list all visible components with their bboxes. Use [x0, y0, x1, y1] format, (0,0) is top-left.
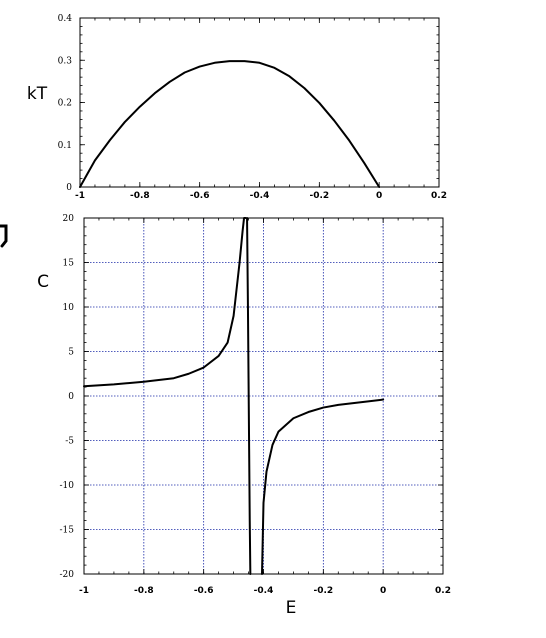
kt-chart-x-tick-label: -0.4	[250, 191, 270, 201]
c-chart-y-tick-label: 10	[63, 303, 75, 313]
c-chart-x-tick-label: 0	[380, 586, 386, 596]
c-chart-series-line	[83, 217, 247, 388]
c-chart-y-tick-label: -15	[60, 526, 75, 536]
c-chart-y-tick-label: -20	[60, 570, 75, 580]
c-chart-x-tick-label: -1	[79, 586, 89, 596]
c-chart-y-tick-label: -10	[60, 481, 75, 491]
c-chart: -1 -0.8 -0.6 -0.4 -0.2 0 0.2 -20 -15 -10 -5 0 5 10 15…	[37, 214, 451, 618]
c-chart-x-tick-label: -0.8	[134, 586, 154, 596]
c-chart-x-tick-labels: -1 -0.8 -0.6 -0.4 -0.2 0 0.2	[79, 586, 451, 596]
c-chart-y-tick-labels: -20 -15 -10 -5 0 5 10 15 20	[60, 214, 75, 580]
c-chart-y-axis-label: C	[37, 272, 49, 292]
kt-chart: -1 -0.8 -0.6 -0.4 -0.2 0 0.2 0 0.1 0.2 0.3 0.4 kT	[27, 14, 447, 201]
c-chart-x-axis-label: E	[286, 598, 297, 618]
c-chart-series-line	[261, 398, 385, 575]
kt-chart-y-axis-label: kT	[27, 84, 48, 104]
c-chart-y-tick-label: 0	[68, 392, 74, 402]
kt-chart-x-tick-labels: -1 -0.8 -0.6 -0.4 -0.2 0 0.2	[75, 191, 447, 201]
kt-chart-y-tick-label: 0.3	[58, 56, 73, 66]
kt-chart-x-tick-label: -0.8	[130, 191, 150, 201]
c-chart-series	[83, 217, 385, 575]
c-chart-y-tick-label: 5	[68, 348, 74, 358]
kt-chart-ticks	[79, 17, 440, 188]
edge-glyph	[0, 224, 8, 248]
c-chart-grid	[84, 218, 443, 574]
kt-chart-x-tick-label: -1	[75, 191, 85, 201]
kt-chart-y-tick-label: 0	[66, 183, 72, 193]
kt-chart-y-tick-label: 0.2	[58, 99, 72, 109]
kt-chart-x-tick-label: 0	[376, 191, 382, 201]
kt-chart-y-tick-label: 0.1	[58, 141, 72, 151]
c-chart-y-tick-label: 15	[63, 259, 75, 269]
kt-chart-x-tick-label: -0.6	[190, 191, 210, 201]
c-chart-x-tick-label: -0.4	[254, 586, 274, 596]
kt-chart-y-tick-label: 0.4	[58, 14, 73, 24]
kt-chart-frame	[79, 17, 440, 188]
kt-chart-series	[79, 60, 381, 188]
c-chart-series-line	[246, 217, 252, 575]
kt-chart-y-tick-labels: 0 0.1 0.2 0.3 0.4	[58, 14, 73, 193]
kt-chart-x-tick-label: 0.2	[431, 191, 447, 201]
c-chart-y-tick-label: -5	[65, 437, 74, 447]
kt-chart-series-line	[79, 60, 381, 188]
c-chart-x-tick-label: 0.2	[435, 586, 451, 596]
c-chart-x-tick-label: -0.2	[313, 586, 333, 596]
c-chart-ticks	[83, 217, 444, 575]
c-chart-y-tick-label: 20	[63, 214, 75, 224]
c-chart-x-tick-label: -0.6	[194, 586, 214, 596]
kt-chart-x-tick-label: -0.2	[309, 191, 329, 201]
